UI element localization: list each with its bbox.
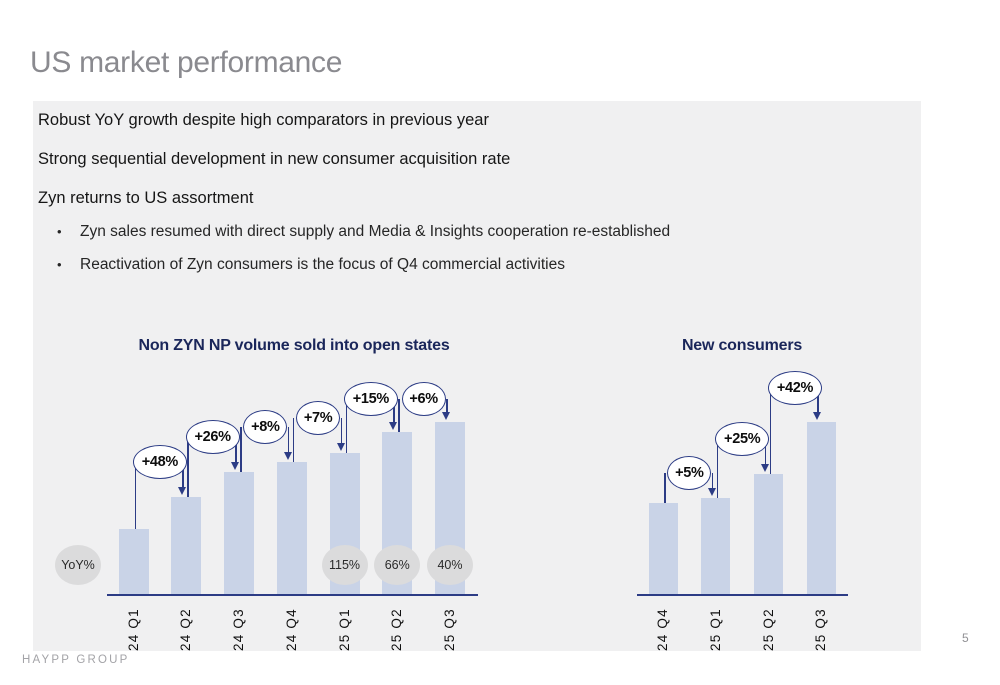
bullet-line-2: Strong sequential development in new con… — [38, 150, 511, 168]
page-number: 5 — [962, 631, 969, 645]
sub-bullet-1: • Zyn sales resumed with direct supply an… — [57, 221, 670, 243]
sub-bullet-1-text: Zyn sales resumed with direct supply and… — [80, 223, 671, 240]
sub-bullet-2-text: Reactivation of Zyn consumers is the foc… — [80, 256, 565, 273]
bullet-dot: • — [57, 224, 62, 239]
summary-panel: Robust YoY growth despite high comparato… — [33, 101, 921, 651]
bullet-dot: • — [57, 257, 62, 272]
page-title: US market performance — [30, 46, 343, 79]
footer-brand: HAYPP GROUP — [22, 654, 130, 666]
bullet-line-3: Zyn returns to US assortment — [38, 189, 254, 207]
bullet-line-1: Robust YoY growth despite high comparato… — [38, 111, 489, 129]
sub-bullet-2: • Reactivation of Zyn consumers is the fo… — [57, 254, 565, 276]
